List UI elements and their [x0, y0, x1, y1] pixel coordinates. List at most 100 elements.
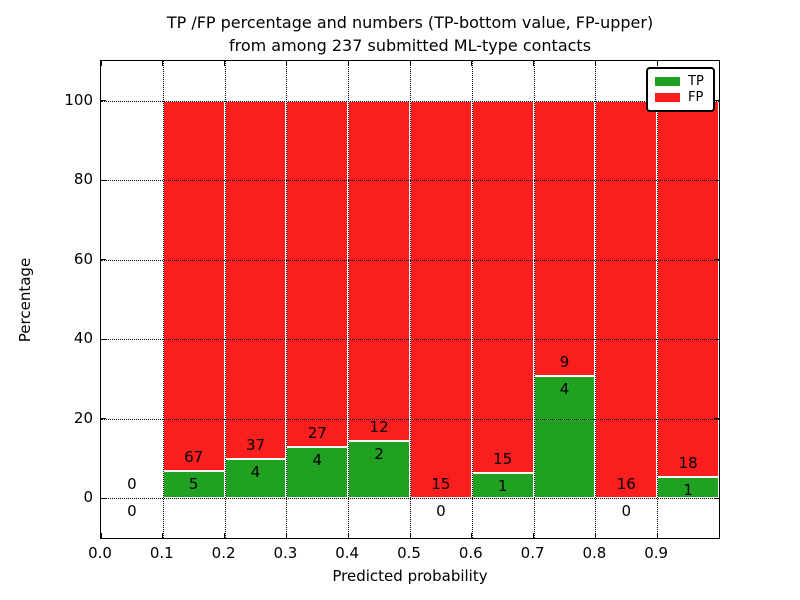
x-tick-mark [285, 61, 287, 66]
y-tick-mark [101, 259, 106, 261]
y-tick-mark [714, 338, 719, 340]
v-gridline [595, 61, 597, 538]
x-tick-mark [594, 61, 596, 66]
fp-count-label: 9 [559, 352, 570, 371]
y-tick-label: 60 [73, 249, 93, 268]
x-tick-mark [347, 533, 349, 538]
x-tick-mark [285, 533, 287, 538]
v-gridline [410, 61, 411, 538]
fp-bar [162, 100, 225, 471]
plot-area: 0 0 67 5 37 4 27 4 12 2 15 0 15 1 9 4 16 0 18 1 TP FP [100, 60, 720, 539]
x-tick-label: 0.2 [211, 544, 236, 562]
fp-count-label: 0 [127, 475, 137, 494]
tp-bar [533, 375, 596, 499]
tp-count-label: 4 [559, 379, 570, 398]
y-tick-label: 20 [73, 408, 93, 427]
tp-count-label: 5 [188, 474, 199, 493]
x-tick-label: 0.0 [88, 544, 112, 562]
fp-bar [595, 100, 658, 499]
y-tick-mark [714, 259, 719, 261]
y-tick-label: 80 [73, 170, 93, 189]
v-gridline [348, 61, 350, 538]
y-tick-label: 0 [83, 488, 93, 507]
y-tick-mark [714, 497, 719, 499]
x-tick-mark [100, 61, 102, 66]
v-gridline [657, 61, 659, 538]
v-gridline [162, 61, 164, 538]
y-tick-mark [101, 100, 106, 102]
tp-count-label: 0 [127, 502, 137, 521]
fp-bar [410, 100, 472, 499]
fp-count-label: 16 [616, 475, 636, 494]
y-tick-mark [101, 338, 106, 340]
x-tick-mark [409, 533, 411, 538]
fp-count-label: 37 [245, 436, 266, 455]
x-tick-label: 0.1 [149, 544, 174, 562]
tp-count-label: 2 [374, 445, 384, 464]
x-tick-mark [471, 533, 473, 538]
fp-count-label: 67 [184, 447, 204, 466]
y-tick-mark [101, 179, 106, 181]
y-tick-mark [714, 179, 719, 181]
x-tick-label: 0.8 [582, 544, 607, 562]
tp-count-label: 4 [250, 463, 261, 482]
y-tick-mark [714, 100, 719, 102]
x-tick-label: 0.6 [458, 544, 483, 562]
x-tick-mark [656, 533, 658, 538]
tp-count-label: 0 [621, 502, 632, 521]
x-tick-mark [224, 61, 226, 66]
tp-count-label: 0 [436, 502, 446, 521]
x-tick-mark [594, 533, 596, 538]
fp-count-label: 12 [369, 418, 389, 437]
x-tick-label: 0.7 [520, 544, 545, 562]
fp-swatch [655, 93, 680, 103]
y-tick-mark [714, 418, 719, 420]
fp-count-label: 15 [493, 450, 513, 469]
x-axis-label: Predicted probability [332, 567, 488, 585]
legend-item-tp: TP [655, 74, 706, 89]
v-gridline [533, 61, 535, 538]
x-tick-mark [409, 61, 411, 66]
v-gridline [224, 61, 226, 538]
tp-count-label: 4 [312, 450, 323, 469]
chart-title-line2: from among 237 submitted ML-type contact… [228, 36, 592, 55]
chart-title-line1: TP /FP percentage and numbers (TP-bottom… [166, 13, 654, 32]
tp-bar [348, 441, 410, 499]
legend: TP FP [646, 67, 715, 112]
fp-bar [471, 100, 534, 474]
x-tick-mark [347, 61, 349, 66]
x-tick-label: 0.4 [335, 544, 360, 562]
fp-bar [348, 100, 410, 442]
y-tick-label: 40 [73, 329, 93, 348]
y-tick-label: 100 [64, 90, 93, 109]
fp-bar [533, 100, 596, 376]
x-tick-mark [533, 61, 535, 66]
v-gridline [471, 61, 473, 538]
x-tick-mark [471, 61, 473, 66]
x-tick-mark [100, 533, 102, 538]
legend-item-fp: FP [655, 90, 706, 105]
tp-count-label: 1 [683, 481, 693, 500]
x-tick-label: 0.3 [273, 544, 298, 562]
fp-count-label: 15 [431, 475, 451, 494]
x-tick-label: 0.9 [644, 544, 669, 562]
tp-swatch [655, 76, 680, 86]
tp-bar [224, 459, 287, 499]
y-tick-mark [101, 497, 106, 499]
x-tick-label: 0.5 [397, 544, 421, 562]
x-tick-mark [162, 61, 164, 66]
fp-bar [224, 100, 287, 460]
fp-bar [657, 100, 719, 478]
fp-count-label: 18 [678, 454, 698, 473]
x-tick-mark [656, 61, 658, 66]
tp-count-label: 1 [497, 477, 508, 496]
fp-count-label: 27 [307, 423, 327, 442]
tp-bar [162, 470, 225, 499]
chart-title: TP /FP percentage and numbers (TP-bottom… [100, 11, 720, 57]
legend-label: FP [688, 90, 704, 106]
legend-label: TP [688, 73, 704, 89]
x-tick-mark [533, 533, 535, 538]
y-tick-mark [101, 418, 106, 420]
v-gridline [286, 61, 288, 538]
